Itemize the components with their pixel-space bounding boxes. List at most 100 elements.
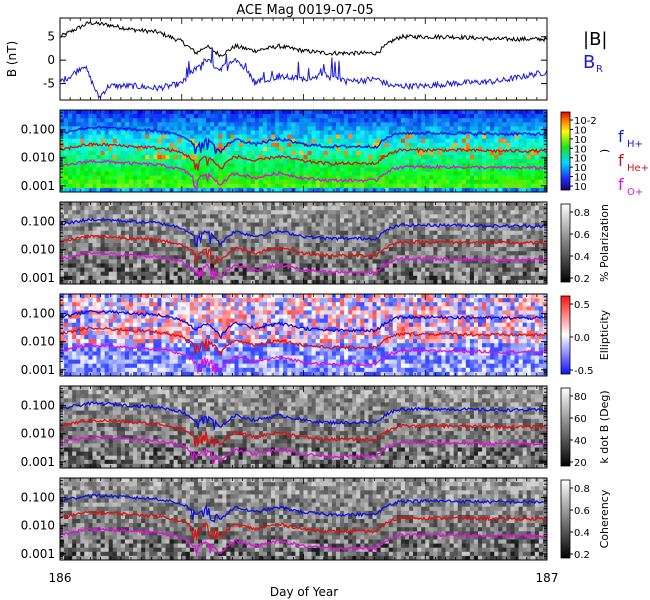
heatmap-cell	[368, 138, 373, 144]
heatmap-cell	[315, 214, 321, 219]
heatmap-cell	[271, 243, 276, 248]
heatmap-cell	[72, 238, 77, 244]
heatmap-cell	[254, 179, 260, 185]
heatmap-cell	[482, 118, 487, 123]
heatmap-cell	[210, 210, 215, 215]
heatmap-cell	[92, 187, 97, 193]
heatmap-cell	[413, 271, 418, 277]
heatmap-cell	[157, 275, 162, 281]
heatmap-cell	[392, 275, 398, 281]
heatmap-cell	[161, 230, 166, 236]
heatmap-cell	[514, 130, 519, 135]
heatmap-cell	[96, 275, 101, 281]
heatmap-cell	[368, 134, 373, 140]
heatmap-cell	[271, 247, 276, 252]
heatmap-cell	[234, 214, 239, 219]
heatmap-cell	[291, 234, 296, 240]
heatmap-cell	[534, 171, 540, 176]
heatmap-cell	[514, 171, 519, 176]
heatmap-cell	[246, 218, 252, 223]
heatmap-cell	[384, 179, 390, 185]
heatmap-cell	[145, 187, 150, 193]
heatmap-cell	[315, 243, 321, 248]
heatmap-cell	[202, 134, 207, 140]
heatmap-cell	[518, 251, 524, 256]
heatmap-cell	[124, 155, 130, 160]
heatmap-cell	[360, 183, 365, 189]
heatmap-cell	[530, 146, 536, 152]
heatmap-cell	[76, 179, 81, 185]
heatmap-cell	[238, 134, 244, 140]
heatmap-cell	[482, 159, 487, 164]
heatmap-cell	[364, 214, 369, 219]
heatmap-cell	[295, 247, 300, 252]
heatmap-cell	[230, 214, 235, 219]
heatmap-cell	[482, 218, 487, 223]
heatmap-cell	[185, 167, 191, 172]
heatmap-cell	[327, 259, 333, 264]
heatmap-cell	[368, 142, 373, 148]
heatmap-cell	[222, 171, 227, 176]
heatmap-cell	[421, 175, 426, 181]
heatmap-cell	[380, 271, 386, 277]
heatmap-cell	[100, 171, 106, 176]
heatmap-cell	[149, 247, 154, 252]
heatmap-cell	[356, 155, 361, 160]
heatmap-cell	[404, 251, 410, 256]
heatmap-cell	[352, 247, 357, 252]
heatmap-cell	[137, 222, 142, 227]
heatmap-cell	[506, 183, 511, 189]
heatmap-cell	[72, 138, 77, 144]
heatmap-cell	[404, 138, 410, 144]
heatmap-cell	[372, 218, 377, 223]
heatmap-cell	[506, 251, 511, 256]
heatmap-cell	[254, 259, 260, 264]
heatmap-cell	[368, 179, 373, 185]
heatmap-cell	[177, 187, 183, 193]
heatmap-cell	[169, 222, 175, 227]
heatmap-cell	[226, 206, 231, 211]
heatmap-cell	[469, 175, 475, 181]
heatmap-cell	[230, 179, 235, 185]
heatmap-cell	[161, 251, 166, 256]
heatmap-cell	[210, 118, 215, 123]
heatmap-cell	[246, 130, 252, 135]
heatmap-cell	[449, 175, 455, 181]
heatmap-cell	[169, 142, 175, 148]
heatmap-cell	[266, 243, 272, 248]
heatmap-cell	[473, 259, 479, 264]
heatmap-cell	[112, 230, 118, 236]
heatmap-cell	[64, 222, 69, 227]
heatmap-cell	[473, 130, 479, 135]
heatmap-cell	[104, 155, 110, 160]
heatmap-cell	[116, 210, 122, 215]
heatmap-cell	[258, 146, 264, 152]
heatmap-cell	[266, 222, 272, 227]
heatmap-cell	[388, 138, 394, 144]
heatmap-cell	[283, 183, 288, 189]
heatmap-cell	[60, 142, 65, 148]
heatmap-cell	[356, 251, 361, 256]
heatmap-cell	[153, 234, 158, 240]
heatmap-cell	[425, 271, 430, 277]
heatmap-cell	[141, 126, 146, 131]
heatmap-cell	[526, 151, 532, 156]
heatmap-cell	[352, 183, 357, 189]
heatmap-cell	[498, 226, 503, 232]
heatmap-cell	[441, 122, 446, 127]
heatmap-cell	[425, 122, 430, 127]
heatmap-cell	[404, 175, 410, 181]
heatmap-cell	[262, 243, 268, 248]
heatmap-cell	[234, 163, 239, 168]
heatmap-cell	[157, 238, 162, 244]
heatmap-cell	[404, 226, 410, 232]
heatmap-cell	[116, 263, 122, 268]
heatmap-cell	[327, 247, 333, 252]
heatmap-cell	[149, 238, 154, 244]
heatmap-cell	[417, 210, 422, 215]
heatmap-cell	[153, 126, 158, 131]
heatmap-cell	[246, 167, 252, 172]
heatmap-cell	[84, 271, 89, 277]
heatmap-cell	[335, 155, 341, 160]
heatmap-cell	[356, 130, 361, 135]
